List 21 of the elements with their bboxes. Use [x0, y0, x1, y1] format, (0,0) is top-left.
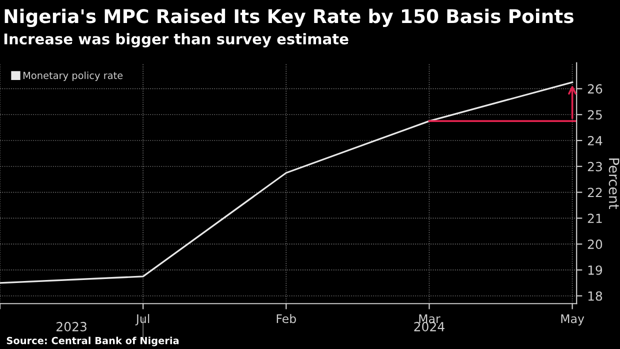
y-tick-label: 20 [588, 240, 602, 249]
chart-title: Nigeria's MPC Raised Its Key Rate by 150 Basis Points [4, 8, 574, 28]
legend-label: Monetary policy rate [24, 72, 123, 81]
y-tick-label: 26 [588, 84, 602, 94]
y-tick-label: 21 [588, 214, 602, 223]
x-tick-label: Feb [276, 314, 296, 324]
x-tick-label: Mar [419, 314, 440, 324]
source-note: Source: Central Bank of Nigeria [6, 336, 179, 346]
line-series [0, 81, 574, 284]
x-tick-label: Jul [135, 314, 150, 326]
y-tick-label: 23 [588, 162, 602, 172]
x-tick-label: May [561, 314, 584, 326]
y-tick-label: 24 [588, 136, 602, 146]
y-tick-label: 25 [588, 110, 602, 120]
y-tick-label: 18 [588, 291, 602, 301]
y-axis-title: Percent [608, 158, 620, 210]
text: 2023 [56, 322, 86, 332]
chart-subtitle: Increase was bigger than survey estimate [4, 33, 348, 48]
text: 2024 [414, 322, 444, 332]
y-tick-label: 19 [588, 265, 602, 275]
y-tick-label: 22 [588, 188, 602, 198]
